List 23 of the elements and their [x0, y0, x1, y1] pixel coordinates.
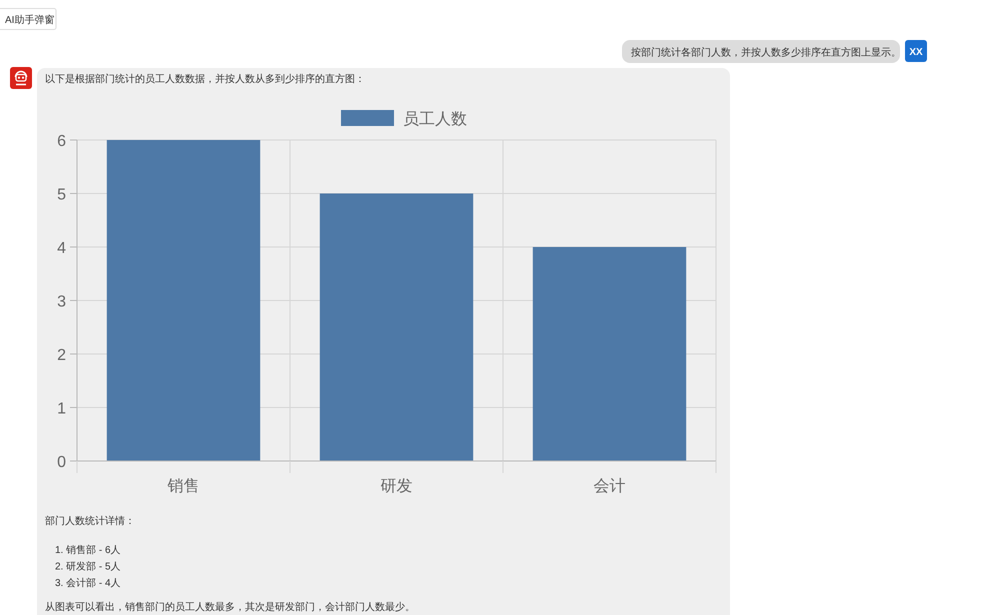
- text: 3. 会计部 - 4人: [55, 577, 121, 589]
- y-tick-label: 6: [57, 133, 66, 150]
- text: 2. 研发部 - 5人: [55, 560, 121, 572]
- y-tick-label: 2: [57, 347, 66, 364]
- x-tick-label: 会计: [594, 477, 626, 495]
- text: 从图表可以看出，销售部门的员工人数最多，其次是研发部门，会计部门人数最少。: [45, 601, 415, 613]
- chart-title: 以下是根据部门统计的员工人数数据，并按人数从多到少排序的直方图：: [45, 73, 365, 85]
- bar: [532, 247, 686, 461]
- x-tick-label: 研发: [380, 478, 412, 495]
- bar: [106, 140, 260, 461]
- y-tick-label: 5: [57, 186, 66, 204]
- text: 按部门统计各部门人数，并按人数多少排序在直方图上显示。: [631, 46, 901, 58]
- text: XX: [909, 47, 923, 58]
- y-tick-label: 3: [57, 294, 66, 310]
- x-tick-label: 销售: [166, 478, 200, 495]
- y-tick-label: 1: [57, 400, 66, 418]
- text: AI助手弹窗: [5, 14, 54, 26]
- bar: [320, 194, 474, 461]
- y-tick-label: 4: [57, 240, 66, 257]
- legend-label: 员工人数: [403, 111, 467, 128]
- text: 部门人数统计详情：: [45, 515, 135, 527]
- text: 1. 销售部 - 6人: [55, 544, 121, 556]
- y-tick-label: 0: [57, 454, 66, 471]
